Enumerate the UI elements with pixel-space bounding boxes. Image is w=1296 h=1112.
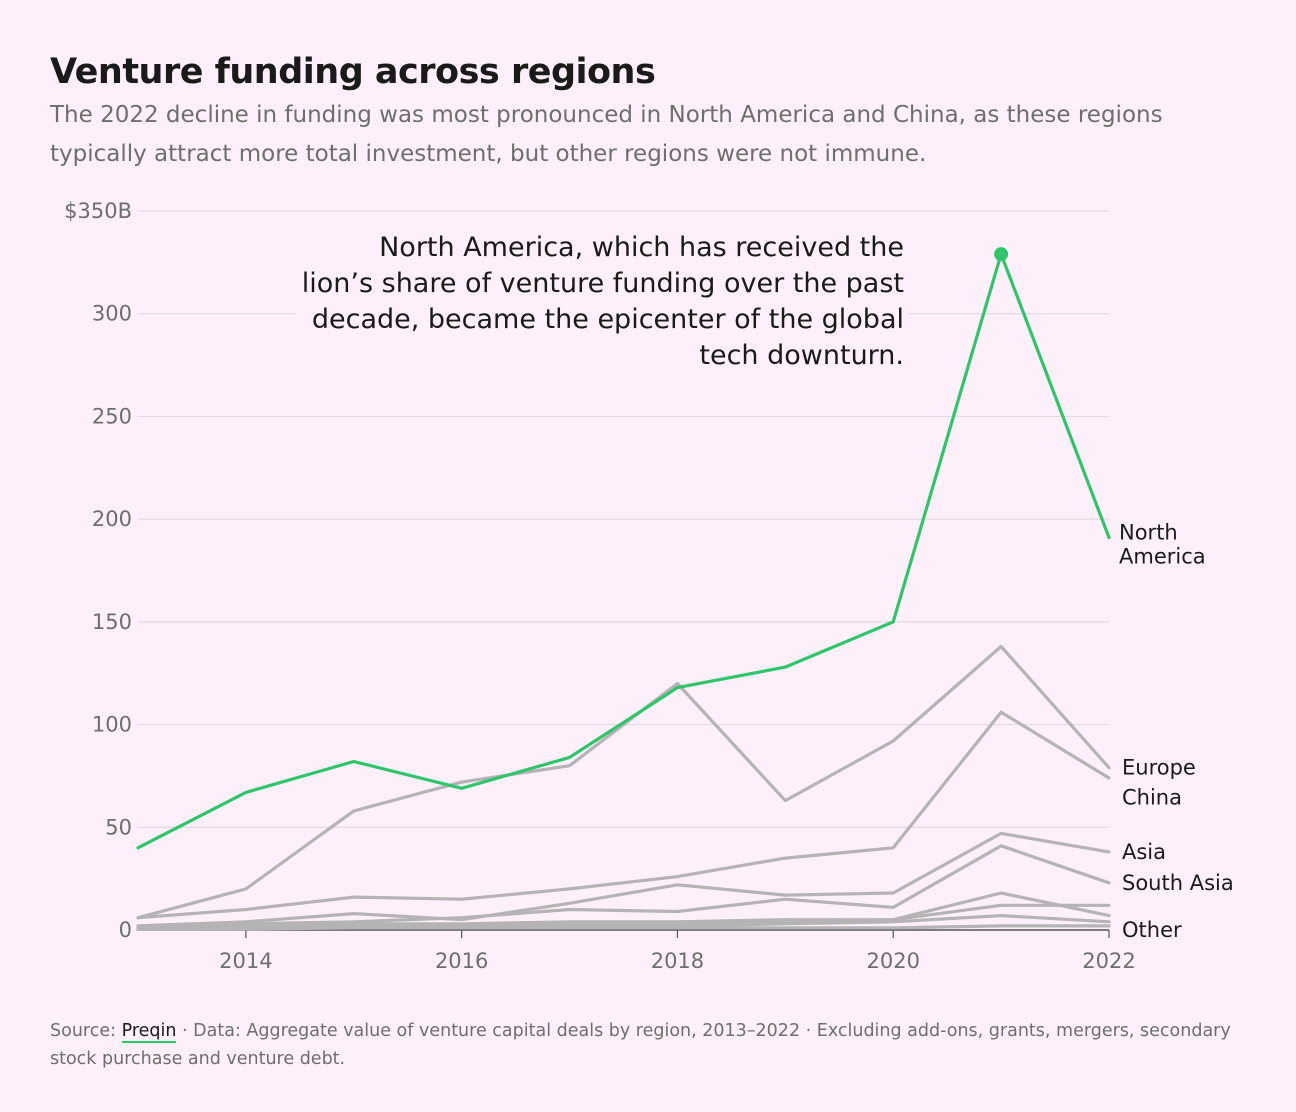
series-label-line: Europe [1122, 756, 1196, 780]
series-line-north-america [136, 252, 1111, 850]
y-tick-label: 100 [92, 713, 132, 737]
y-tick-label: 0 [119, 918, 132, 942]
series-label-north-america: North America [1119, 521, 1206, 569]
series-line-europe [136, 644, 1111, 920]
source-link[interactable]: Preqin [121, 1021, 177, 1043]
gridlines [138, 210, 1109, 931]
series-line-other [136, 924, 1111, 932]
x-tick-label: 2018 [651, 949, 704, 973]
series-lines [136, 247, 1111, 932]
series-label-europe: Europe [1122, 756, 1196, 780]
series-label-line: America [1119, 545, 1206, 569]
x-axis-ticks: 2014 2016 2018 2020 2022 [219, 930, 1136, 973]
series-label-china: China [1122, 786, 1182, 810]
source-prefix: Source: [50, 1021, 122, 1041]
annotation-background [296, 228, 908, 378]
series-label-line: China [1122, 786, 1182, 810]
series-line-south-asia [136, 844, 1111, 930]
peak-marker [994, 247, 1009, 262]
x-tick-label: 2016 [435, 949, 488, 973]
series-label-other: Other [1122, 918, 1182, 942]
chart-title: Venture funding across regions [50, 52, 656, 92]
y-axis-ticks: 0 50 100 150 200 250 300 $350B [64, 199, 132, 942]
x-tick-label: 2014 [219, 949, 272, 973]
y-tick-label: 250 [92, 404, 132, 428]
series-line-region-5 [136, 891, 1111, 930]
y-tick-label: 200 [92, 507, 132, 531]
chart-footer: Source: Preqin · Data: Aggregate value o… [50, 1017, 1260, 1073]
series-label-line: South Asia [1122, 871, 1234, 895]
series-labels: North America Europe China Asia South Asia Oth… [1119, 521, 1234, 942]
series-label-line: Asia [1122, 840, 1166, 864]
x-tick-label: 2022 [1082, 949, 1135, 973]
series-label-line: Other [1122, 918, 1182, 942]
y-tick-label: $350B [64, 199, 132, 223]
series-line-asia [136, 831, 1111, 928]
y-tick-label: 300 [92, 302, 132, 326]
series-label-asia: Asia [1122, 840, 1166, 864]
y-tick-label: 50 [105, 815, 132, 839]
y-tick-label: 150 [92, 610, 132, 634]
x-tick-label: 2020 [866, 949, 919, 973]
series-label-south-asia: South Asia [1122, 871, 1234, 895]
series-line-china [136, 710, 1111, 920]
source-note: · Data: Aggregate value of venture capit… [50, 1021, 1231, 1069]
series-label-line: North [1119, 521, 1178, 545]
chart-subtitle: The 2022 decline in funding was most pro… [50, 102, 1163, 167]
chart-annotation: North America, which has received the li… [301, 232, 904, 371]
